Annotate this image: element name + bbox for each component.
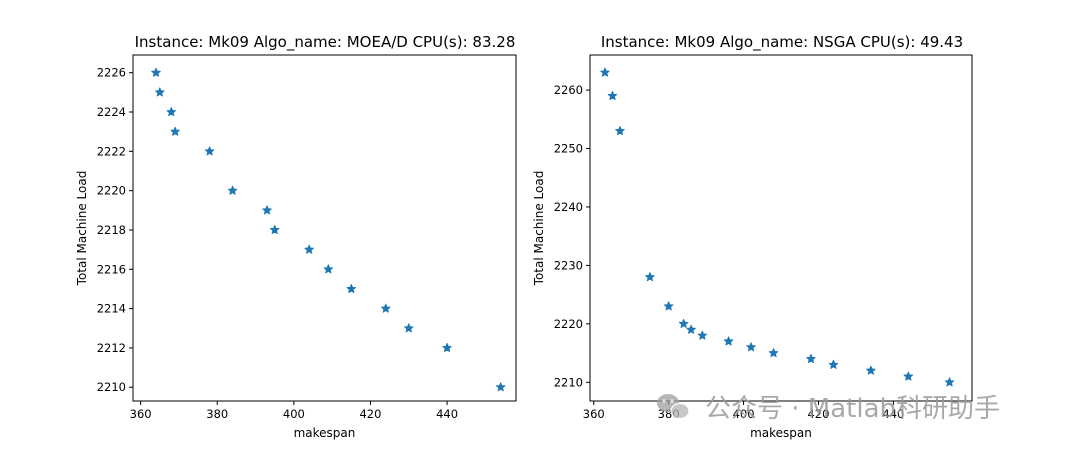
subplot-nsga-x-tick-label: 420 bbox=[807, 407, 829, 421]
subplot-nsga-y-tick-label: 2240 bbox=[554, 200, 583, 214]
subplot-moead-x-ticks: 360 380 400 420 440 bbox=[130, 401, 458, 421]
subplot-nsga-x-tick-label: 360 bbox=[583, 407, 605, 421]
subplot-nsga-data-point bbox=[806, 353, 816, 364]
watermark: 公众号 · Matlab科研助手 bbox=[657, 394, 1000, 424]
subplot-moead-data-point bbox=[403, 323, 414, 333]
subplot-nsga-data-point bbox=[697, 330, 708, 340]
subplot-moead-y-tick-label: 2214 bbox=[97, 302, 126, 316]
subplot-nsga-data-point bbox=[723, 336, 734, 346]
subplot-moead: Instance: Mk09 Algo_name: MOEA/D CPU(s):… bbox=[75, 33, 517, 440]
subplot-moead-data-point bbox=[323, 264, 334, 274]
subplot-moead-y-tick-label: 2218 bbox=[97, 223, 126, 237]
subplot-moead-data-point bbox=[442, 342, 452, 353]
subplot-nsga-y-tick-label: 2250 bbox=[554, 142, 583, 156]
subplot-nsga-y-tick-label: 2230 bbox=[554, 258, 583, 272]
subplot-moead-data-point bbox=[204, 146, 215, 156]
subplot-nsga-data-point bbox=[866, 365, 876, 375]
subplot-moead-data-point bbox=[304, 244, 314, 254]
subplot-moead-y-tick-label: 2224 bbox=[97, 105, 126, 119]
subplot-moead-y-tick-label: 2220 bbox=[97, 184, 126, 198]
subplot-moead-y-tick-label: 2216 bbox=[97, 262, 126, 276]
subplot-moead-data-point bbox=[151, 67, 161, 77]
subplot-moead-y-tick-label: 2222 bbox=[97, 144, 126, 158]
subplot-nsga: Instance: Mk09 Algo_name: NSGA CPU(s): 4… bbox=[532, 33, 973, 440]
subplot-moead-y-tick-label: 2226 bbox=[97, 66, 126, 80]
watermark-text: 公众号 · Matlab科研助手 bbox=[705, 394, 1000, 424]
subplot-nsga-x-tick-label: 400 bbox=[733, 407, 755, 421]
subplot-nsga-data-point bbox=[746, 342, 756, 352]
subplot-moead-data-point bbox=[262, 205, 272, 215]
subplot-moead-points bbox=[151, 67, 506, 392]
subplot-moead-title: Instance: Mk09 Algo_name: MOEA/D CPU(s):… bbox=[135, 33, 516, 52]
subplot-nsga-frame bbox=[589, 54, 973, 402]
subplot-nsga-points bbox=[600, 67, 955, 387]
subplot-nsga-data-point bbox=[607, 90, 618, 101]
subplot-nsga-data-point bbox=[663, 301, 674, 311]
subplot-moead-data-point bbox=[155, 87, 165, 97]
subplot-nsga-y-tick-label: 2260 bbox=[554, 83, 583, 97]
subplot-moead-x-label: makespan bbox=[294, 426, 356, 440]
subplot-moead-data-point bbox=[346, 283, 357, 294]
subplot-moead-x-tick-label: 360 bbox=[130, 407, 152, 421]
subplot-moead-y-label: Total Machine Load bbox=[75, 171, 89, 287]
subplot-moead-data-point bbox=[166, 107, 177, 117]
subplot-moead-data-point bbox=[170, 126, 180, 136]
subplot-nsga-data-point bbox=[615, 125, 625, 136]
subplot-moead-frame bbox=[132, 54, 517, 402]
subplot-moead-x-tick-label: 380 bbox=[206, 407, 228, 421]
subplot-moead-y-tick-label: 2212 bbox=[97, 341, 126, 355]
subplot-nsga-data-point bbox=[944, 377, 955, 387]
subplot-nsga-data-point bbox=[768, 348, 779, 358]
subplot-nsga-data-point bbox=[903, 371, 914, 381]
subplot-nsga-data-point bbox=[678, 318, 689, 328]
subplot-moead-data-point bbox=[381, 303, 391, 313]
subplot-moead-x-tick-label: 440 bbox=[436, 407, 458, 421]
subplot-nsga-data-point bbox=[686, 324, 696, 334]
subplot-nsga-data-point bbox=[645, 272, 655, 282]
wechat-icon bbox=[657, 394, 690, 420]
subplot-nsga-x-tick-label: 440 bbox=[882, 407, 904, 421]
subplot-nsga-y-ticks: 2210 2220 2230 2240 2250 2260 bbox=[554, 83, 590, 389]
subplot-moead-data-point bbox=[495, 382, 506, 392]
subplot-nsga-title: Instance: Mk09 Algo_name: NSGA CPU(s): 4… bbox=[601, 33, 963, 52]
subplot-moead-x-tick-label: 400 bbox=[283, 407, 305, 421]
subplot-nsga-y-tick-label: 2220 bbox=[554, 317, 583, 331]
subplot-nsga-data-point bbox=[600, 67, 610, 77]
subplot-moead-data-point bbox=[269, 224, 280, 235]
subplot-nsga-y-label: Total Machine Load bbox=[532, 171, 546, 287]
subplot-moead-data-point bbox=[227, 185, 238, 195]
subplot-nsga-data-point bbox=[828, 359, 839, 369]
subplot-moead-y-tick-label: 2210 bbox=[97, 380, 126, 394]
subplot-moead-y-ticks: 2210 2212 2214 2216 2218 2220 2222 2224 2226 bbox=[97, 66, 133, 394]
subplot-nsga-y-tick-label: 2210 bbox=[554, 375, 583, 389]
subplot-nsga-x-label: makespan bbox=[750, 426, 812, 440]
subplot-moead-x-tick-label: 420 bbox=[359, 407, 381, 421]
